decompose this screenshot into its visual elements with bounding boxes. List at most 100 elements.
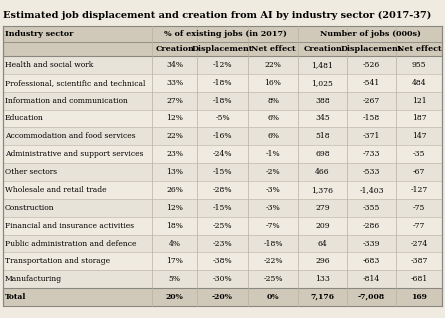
Text: 518: 518 xyxy=(315,132,330,140)
Text: Financial and insurance activities: Financial and insurance activities xyxy=(5,222,134,230)
Text: -18%: -18% xyxy=(213,97,232,105)
Text: 18%: 18% xyxy=(166,222,183,230)
Text: -355: -355 xyxy=(363,204,380,212)
Text: 1,481: 1,481 xyxy=(312,61,333,69)
Text: Other sectors: Other sectors xyxy=(5,168,57,176)
Text: -533: -533 xyxy=(363,168,380,176)
Text: -12%: -12% xyxy=(213,61,232,69)
Text: 22%: 22% xyxy=(265,61,281,69)
Text: 698: 698 xyxy=(315,150,330,158)
Text: 7,176: 7,176 xyxy=(311,293,335,301)
Text: Number of jobs (000s): Number of jobs (000s) xyxy=(320,30,421,38)
Bar xyxy=(3,110,442,128)
Bar xyxy=(3,235,442,252)
Text: 23%: 23% xyxy=(166,150,183,158)
Text: Displacement: Displacement xyxy=(341,45,402,53)
Bar xyxy=(3,56,442,74)
Text: -267: -267 xyxy=(363,97,380,105)
Text: -28%: -28% xyxy=(213,186,232,194)
Text: Creation: Creation xyxy=(303,45,342,53)
Text: 1,376: 1,376 xyxy=(312,186,333,194)
Text: -387: -387 xyxy=(410,257,428,265)
Text: 12%: 12% xyxy=(166,204,183,212)
Text: 169: 169 xyxy=(411,293,427,301)
Bar xyxy=(3,92,442,110)
Text: Construction: Construction xyxy=(5,204,55,212)
Text: 26%: 26% xyxy=(166,186,183,194)
Text: Professional, scientific and technical: Professional, scientific and technical xyxy=(5,79,146,87)
Text: Education: Education xyxy=(5,114,44,122)
Bar xyxy=(3,26,442,306)
Text: Manufacturing: Manufacturing xyxy=(5,275,62,283)
Text: 34%: 34% xyxy=(166,61,183,69)
Text: Health and social work: Health and social work xyxy=(5,61,93,69)
Text: 121: 121 xyxy=(412,97,426,105)
Bar xyxy=(3,217,442,235)
Bar xyxy=(3,74,442,92)
Text: Net effect: Net effect xyxy=(251,45,295,53)
Text: -814: -814 xyxy=(363,275,380,283)
Text: 4%: 4% xyxy=(169,239,181,247)
Text: Displacement: Displacement xyxy=(192,45,253,53)
Text: Estimated job displacement and creation from AI by industry sector (2017-37): Estimated job displacement and creation … xyxy=(3,11,431,20)
Text: 187: 187 xyxy=(412,114,426,122)
Text: -681: -681 xyxy=(410,275,428,283)
Text: Information and communication: Information and communication xyxy=(5,97,128,105)
Text: 296: 296 xyxy=(315,257,330,265)
Text: -683: -683 xyxy=(363,257,380,265)
Text: Total: Total xyxy=(5,293,26,301)
Text: 6%: 6% xyxy=(267,132,279,140)
Text: -67: -67 xyxy=(413,168,425,176)
Text: -526: -526 xyxy=(363,61,380,69)
Bar xyxy=(3,199,442,217)
Text: Public administration and defence: Public administration and defence xyxy=(5,239,137,247)
Text: 13%: 13% xyxy=(166,168,183,176)
Text: -22%: -22% xyxy=(263,257,283,265)
Text: -1,403: -1,403 xyxy=(359,186,384,194)
Text: Transportation and storage: Transportation and storage xyxy=(5,257,110,265)
Text: -23%: -23% xyxy=(213,239,232,247)
Text: 955: 955 xyxy=(412,61,426,69)
Bar xyxy=(3,252,442,270)
Bar xyxy=(3,181,442,199)
Text: 133: 133 xyxy=(315,275,330,283)
Text: -3%: -3% xyxy=(266,186,280,194)
Text: 147: 147 xyxy=(412,132,426,140)
Text: -127: -127 xyxy=(410,186,428,194)
Text: 12%: 12% xyxy=(166,114,183,122)
Text: -20%: -20% xyxy=(212,293,233,301)
Text: -77: -77 xyxy=(413,222,425,230)
Text: 5%: 5% xyxy=(169,275,181,283)
Text: 27%: 27% xyxy=(166,97,183,105)
Text: Administrative and support services: Administrative and support services xyxy=(5,150,143,158)
Text: -30%: -30% xyxy=(213,275,232,283)
Text: -2%: -2% xyxy=(266,168,280,176)
Text: 1,025: 1,025 xyxy=(312,79,333,87)
Text: Accommodation and food services: Accommodation and food services xyxy=(5,132,136,140)
Text: Net effect: Net effect xyxy=(396,45,441,53)
Text: 484: 484 xyxy=(412,79,426,87)
Bar xyxy=(3,145,442,163)
Text: -339: -339 xyxy=(363,239,380,247)
Text: -38%: -38% xyxy=(213,257,232,265)
Text: 22%: 22% xyxy=(166,132,183,140)
Text: -3%: -3% xyxy=(266,204,280,212)
Text: 345: 345 xyxy=(315,114,330,122)
Text: -25%: -25% xyxy=(213,222,232,230)
Text: -18%: -18% xyxy=(263,239,283,247)
Text: -35: -35 xyxy=(413,150,425,158)
Text: -7%: -7% xyxy=(266,222,280,230)
Text: -16%: -16% xyxy=(213,132,232,140)
Text: 64: 64 xyxy=(318,239,328,247)
Text: -286: -286 xyxy=(363,222,380,230)
Text: 209: 209 xyxy=(315,222,330,230)
Text: -15%: -15% xyxy=(213,168,232,176)
Text: -18%: -18% xyxy=(213,79,232,87)
Text: 388: 388 xyxy=(315,97,330,105)
Text: 0%: 0% xyxy=(267,293,279,301)
Text: % of existing jobs (in 2017): % of existing jobs (in 2017) xyxy=(164,30,287,38)
Text: -24%: -24% xyxy=(213,150,232,158)
Text: 33%: 33% xyxy=(166,79,183,87)
Bar xyxy=(3,163,442,181)
Text: -75: -75 xyxy=(413,204,425,212)
